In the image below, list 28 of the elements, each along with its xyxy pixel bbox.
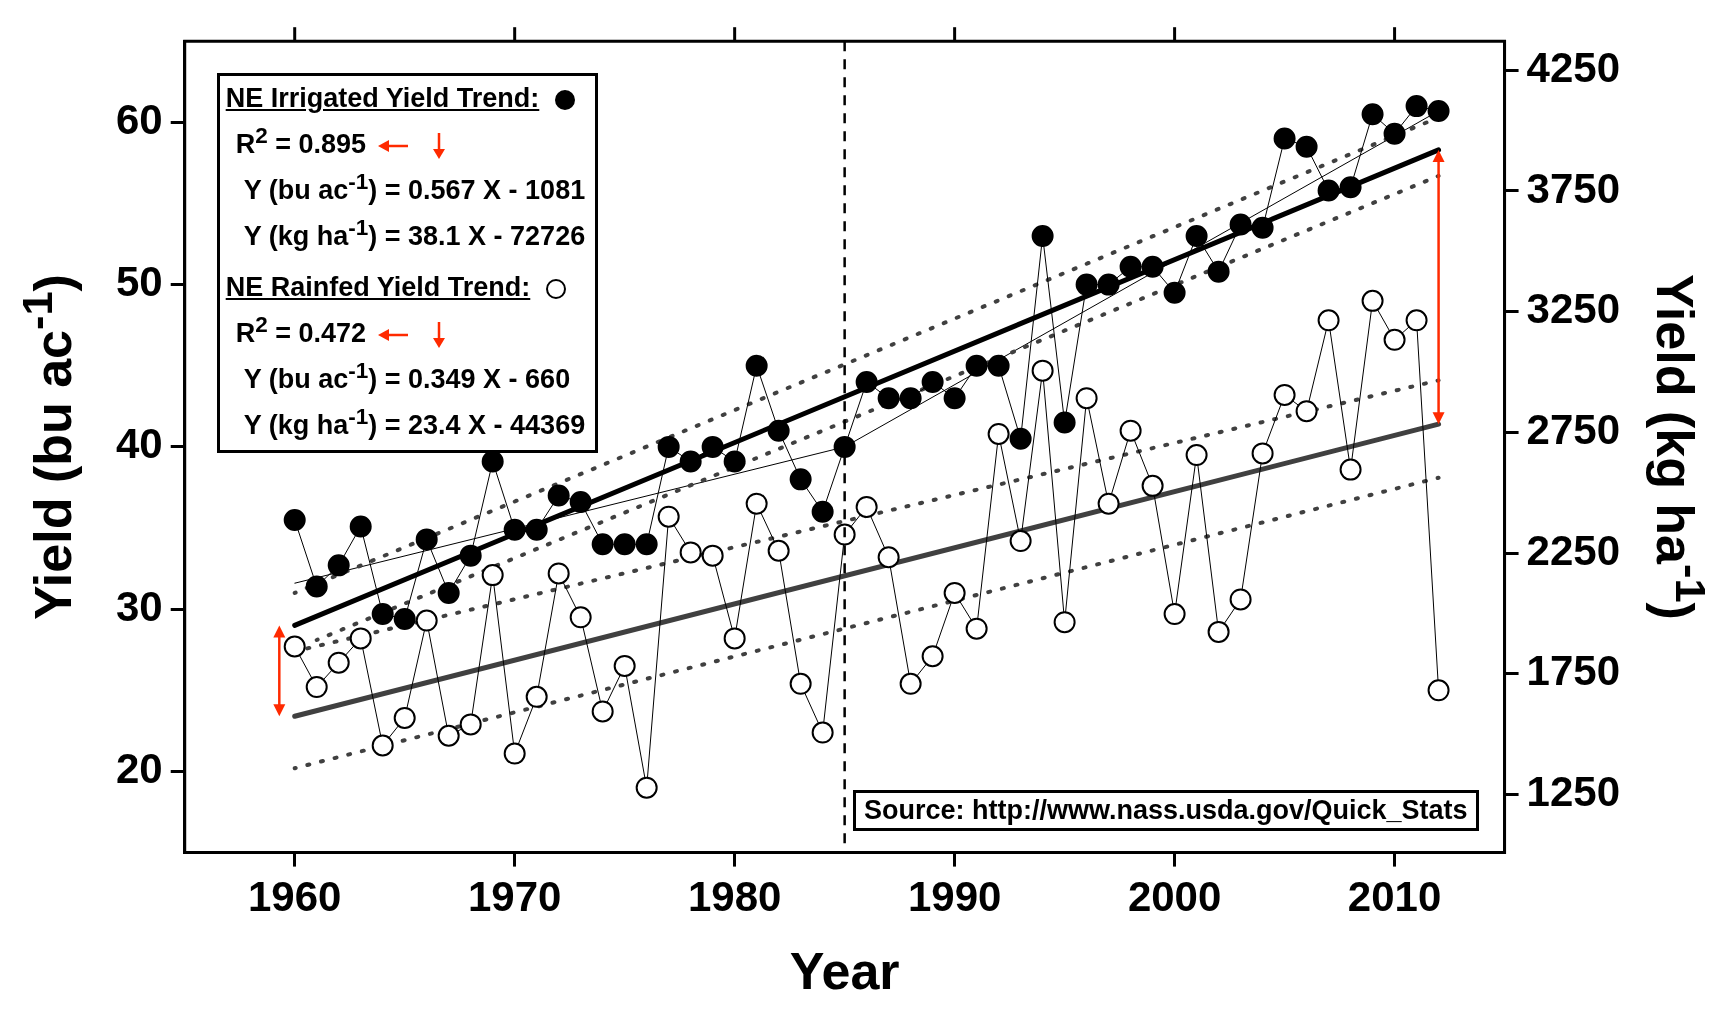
x-tick-label: 1960 xyxy=(247,873,342,921)
x-tick-label: 2000 xyxy=(1127,873,1222,921)
y2-tick-label: 3750 xyxy=(1526,164,1620,212)
y2-tick-label: 2250 xyxy=(1526,526,1620,574)
annotation: Source: http://www.nass.usda.gov/Quick_Stats xyxy=(852,789,1479,831)
legend-label: NE Irrigated Yield Trend: xyxy=(225,83,540,114)
annotation: Y (kg ha$^{-1}$) = 23.4 X - 44369 xyxy=(243,404,586,441)
y2-tick-label: 1250 xyxy=(1526,768,1620,816)
y-tick-label: 20 xyxy=(116,745,163,793)
x-tick-label: 1990 xyxy=(907,873,1002,921)
annotation: R$^{2}$ = 0.895 xyxy=(235,123,367,160)
x-tick-label: 2010 xyxy=(1347,873,1442,921)
y-tick-label: 50 xyxy=(116,258,163,306)
y-tick-label: 30 xyxy=(116,582,163,630)
annotation: Y (bu ac$^{-1}$) = 0.567 X - 1081 xyxy=(243,169,586,206)
y2-tick-label: 4250 xyxy=(1526,43,1620,91)
annotation: Y (kg ha$^{-1}$) = 38.1 X - 72726 xyxy=(243,215,586,252)
y2-tick-label: 1750 xyxy=(1526,647,1620,695)
y2-tick-label: 2750 xyxy=(1526,405,1620,453)
y-tick-label: 40 xyxy=(116,420,163,468)
y-tick-label: 60 xyxy=(116,95,163,143)
annotation: Y (bu ac$^{-1}$) = 0.349 X - 660 xyxy=(243,358,571,395)
annotation: R$^{2}$ = 0.472 xyxy=(235,312,367,349)
x-axis-title: Year xyxy=(789,941,900,1001)
y2-tick-label: 3250 xyxy=(1526,285,1620,333)
x-tick-label: 1980 xyxy=(687,873,782,921)
x-tick-label: 1970 xyxy=(467,873,562,921)
legend-label: NE Rainfed Yield Trend: xyxy=(225,272,531,303)
